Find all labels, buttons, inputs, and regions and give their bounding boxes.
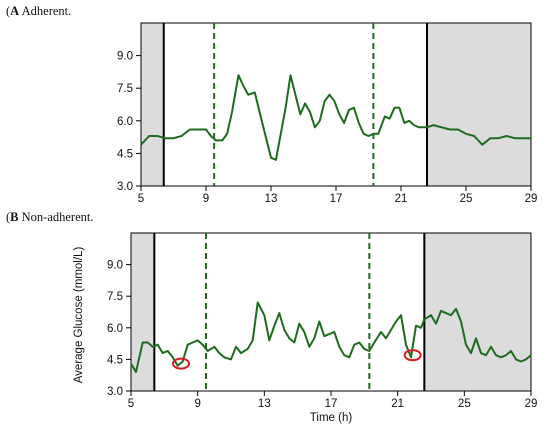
- panel-a-title: (A Adherent.: [6, 4, 72, 18]
- a-glucose-line: [140, 74, 531, 161]
- b-x-tick-label-0: 5: [128, 398, 134, 410]
- a-x-tick-label-2: 13: [265, 193, 278, 205]
- b-glucose-line: [130, 301, 532, 373]
- b-highlight-circle-0: [172, 357, 190, 370]
- a-x-tick-label-0: 5: [138, 193, 144, 205]
- b-x-tick-label-1: 9: [194, 398, 200, 410]
- panel-b-title: (B Non-adherent.: [6, 210, 94, 224]
- a-y-tick-label-4: 9.0: [117, 51, 133, 63]
- a-y-tick-label-0: 3.0: [117, 181, 133, 193]
- b-x-tick-label-4: 21: [391, 398, 404, 410]
- a-y-tick-label-2: 6.0: [117, 116, 133, 128]
- b-x-tick-label-3: 17: [325, 398, 338, 410]
- b-y-tick-label-2: 6.0: [107, 323, 123, 335]
- a-x-tick-label-6: 29: [525, 193, 538, 205]
- b-x-tick-label-5: 25: [458, 398, 471, 410]
- a-y-tick-label-3: 7.5: [117, 83, 133, 95]
- b-y-tick-label-1: 4.5: [107, 354, 123, 366]
- a-x-tick-label-1: 9: [203, 193, 209, 205]
- b-x-tick-label-2: 13: [258, 398, 271, 410]
- b-shaded-region-0: [131, 233, 155, 391]
- b-highlight-circle-1: [403, 349, 422, 362]
- b-y-tick-label-4: 9.0: [107, 260, 123, 272]
- a-x-tick-label-3: 17: [330, 193, 343, 205]
- b-y-tick-label-0: 3.0: [107, 386, 123, 398]
- b-x-axis-title: Time (h): [310, 412, 353, 424]
- a-x-tick-label-5: 25: [460, 193, 473, 205]
- a-x-tick-label-4: 21: [395, 193, 408, 205]
- b-x-tick-label-6: 29: [525, 398, 538, 410]
- a-shaded-region-0: [141, 23, 164, 186]
- b-y-tick-label-3: 7.5: [107, 291, 123, 303]
- a-y-tick-label-1: 4.5: [117, 148, 133, 160]
- b-y-axis-title: Average Glucose (mmol/L): [73, 247, 85, 384]
- a-shaded-region-1: [427, 23, 531, 186]
